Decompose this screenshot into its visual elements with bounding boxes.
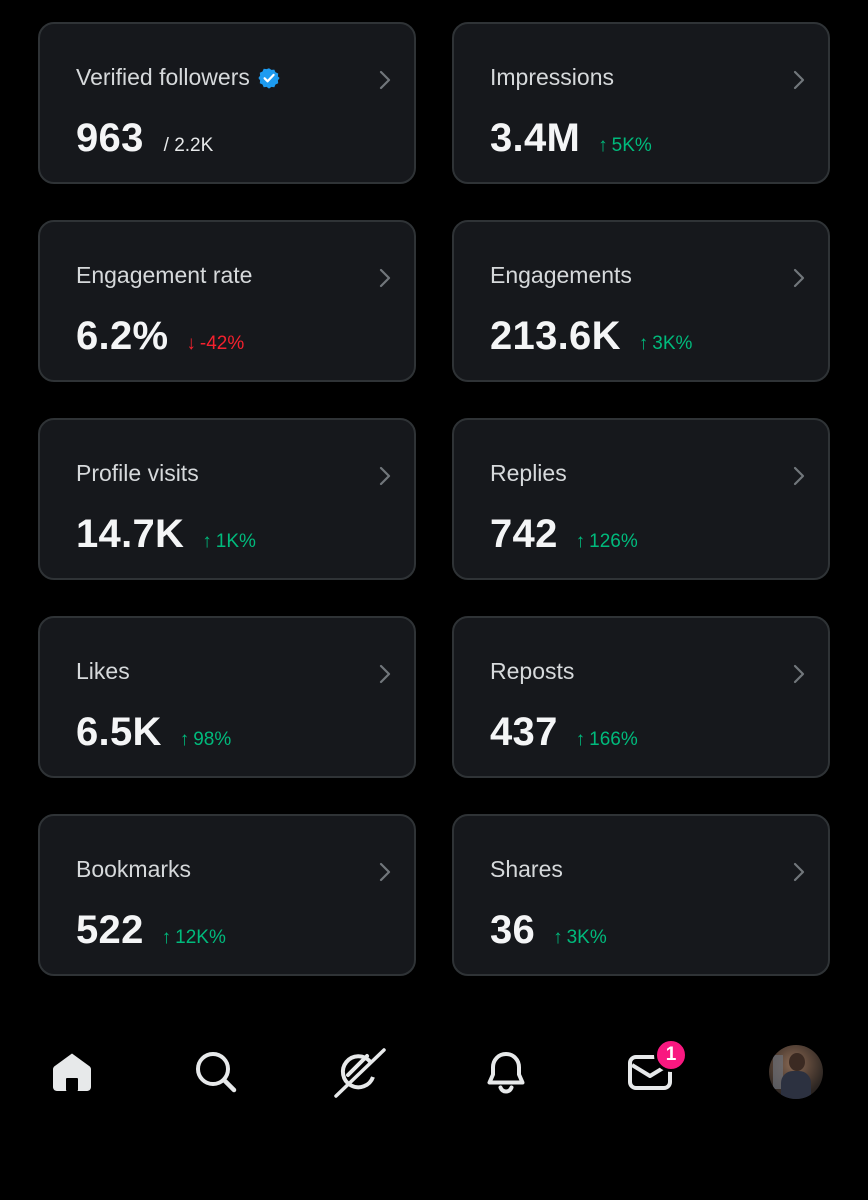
metric-value-row: 6.5K ↑ 98% [76, 710, 231, 755]
metric-value: 742 [490, 512, 558, 556]
metric-value-row: 6.2% ↓ -42% [76, 314, 244, 359]
metric-change: ↑ 5K% [598, 135, 652, 157]
arrow-up-icon: ↑ [575, 531, 586, 552]
metric-value-row: 522 ↑ 12K% [76, 908, 226, 953]
metric-change-value: 166% [589, 729, 638, 750]
metric-value-row: 742 ↑ 126% [490, 512, 638, 557]
metric-total: / 2.2K [163, 135, 214, 156]
chevron-right-icon [379, 862, 391, 882]
arrow-up-icon: ↑ [179, 729, 190, 750]
messages-badge: 1 [654, 1038, 688, 1072]
metric-value: 437 [490, 710, 558, 754]
chevron-right-icon [793, 466, 805, 486]
arrow-down-icon: ↓ [186, 333, 196, 354]
metric-value: 522 [76, 908, 144, 952]
metric-change-value: -42% [199, 333, 245, 354]
metric-change-value: 5K% [611, 135, 652, 156]
metric-change: ↑ 3K% [553, 927, 607, 949]
search-icon [196, 1052, 237, 1093]
metric-value: 36 [490, 908, 536, 952]
metric-card-engagements[interactable]: Engagements 213.6K ↑ 3K% [452, 220, 830, 382]
metric-value: 6.2% [76, 314, 169, 358]
arrow-up-icon: ↑ [598, 135, 608, 156]
metric-card-verified-followers[interactable]: Verified followers 963 / 2.2K [38, 22, 416, 184]
metric-label: Replies [490, 460, 567, 486]
metric-change-value: 3K% [652, 333, 693, 354]
metric-value: 14.7K [76, 512, 185, 556]
metric-label: Engagements [490, 262, 632, 288]
metric-card-replies[interactable]: Replies 742 ↑ 126% [452, 418, 830, 580]
nav-search[interactable] [186, 1042, 246, 1102]
metric-change-value: 98% [193, 729, 232, 750]
metric-label: Verified followers [76, 64, 280, 91]
bell-icon [487, 1052, 525, 1094]
metric-label-text: Verified followers [76, 64, 250, 90]
nav-profile[interactable] [766, 1042, 826, 1102]
grok-icon [334, 1048, 386, 1098]
verified-badge-icon [258, 67, 280, 89]
nav-grok[interactable] [330, 1042, 390, 1102]
metric-card-reposts[interactable]: Reposts 437 ↑ 166% [452, 616, 830, 778]
metric-change: ↓ -42% [186, 333, 244, 355]
arrow-up-icon: ↑ [638, 333, 649, 354]
metric-card-bookmarks[interactable]: Bookmarks 522 ↑ 12K% [38, 814, 416, 976]
metric-label: Profile visits [76, 460, 199, 486]
metric-change: ↑ 126% [576, 531, 638, 553]
nav-messages[interactable]: 1 [620, 1038, 688, 1102]
metric-label: Shares [490, 856, 563, 882]
chevron-right-icon [379, 664, 391, 684]
arrow-up-icon: ↑ [202, 531, 212, 552]
chevron-right-icon [379, 466, 391, 486]
metric-value-row: 963 / 2.2K [76, 116, 213, 161]
arrow-up-icon: ↑ [575, 729, 586, 750]
metric-card-profile-visits[interactable]: Profile visits 14.7K ↑ 1K% [38, 418, 416, 580]
metric-card-engagement-rate[interactable]: Engagement rate 6.2% ↓ -42% [38, 220, 416, 382]
metric-label: Impressions [490, 64, 614, 90]
metrics-grid: Verified followers 963 / 2.2K Impression… [38, 22, 830, 976]
chevron-right-icon [379, 268, 391, 288]
metric-value: 6.5K [76, 710, 162, 754]
bottom-nav: 1 [0, 1028, 868, 1118]
metric-value-row: 213.6K ↑ 3K% [490, 314, 692, 359]
metric-label: Reposts [490, 658, 575, 684]
arrow-up-icon: ↑ [161, 927, 172, 948]
nav-notifications[interactable] [476, 1042, 536, 1102]
metric-change: ↑ 3K% [639, 333, 693, 355]
avatar [769, 1045, 823, 1099]
metric-value: 963 [76, 116, 144, 160]
metric-value-row: 3.4M ↑ 5K% [490, 116, 652, 161]
home-icon [53, 1053, 91, 1091]
metric-value-row: 437 ↑ 166% [490, 710, 638, 755]
metric-card-likes[interactable]: Likes 6.5K ↑ 98% [38, 616, 416, 778]
metric-value-row: 36 ↑ 3K% [490, 908, 607, 953]
chevron-right-icon [379, 70, 391, 90]
metric-change: ↑ 98% [180, 729, 232, 751]
chevron-right-icon [793, 268, 805, 288]
arrow-up-icon: ↑ [553, 927, 563, 948]
metric-change-value: 3K% [566, 927, 607, 948]
metric-value-row: 14.7K ↑ 1K% [76, 512, 256, 557]
metric-change: ↑ 12K% [162, 927, 226, 949]
metric-card-impressions[interactable]: Impressions 3.4M ↑ 5K% [452, 22, 830, 184]
metric-change-value: 1K% [215, 531, 256, 552]
chevron-right-icon [793, 664, 805, 684]
chevron-right-icon [793, 70, 805, 90]
metric-label: Engagement rate [76, 262, 253, 288]
metric-label: Likes [76, 658, 130, 684]
nav-home[interactable] [42, 1042, 102, 1102]
metric-card-shares[interactable]: Shares 36 ↑ 3K% [452, 814, 830, 976]
metric-change-value: 12K% [175, 927, 226, 948]
metric-change: ↑ 166% [576, 729, 638, 751]
metric-value: 3.4M [490, 116, 581, 160]
chevron-right-icon [793, 862, 805, 882]
metric-value: 213.6K [490, 314, 621, 358]
metric-change-value: 126% [589, 531, 638, 552]
metric-change: ↑ 1K% [202, 531, 256, 553]
metric-label: Bookmarks [76, 856, 192, 882]
